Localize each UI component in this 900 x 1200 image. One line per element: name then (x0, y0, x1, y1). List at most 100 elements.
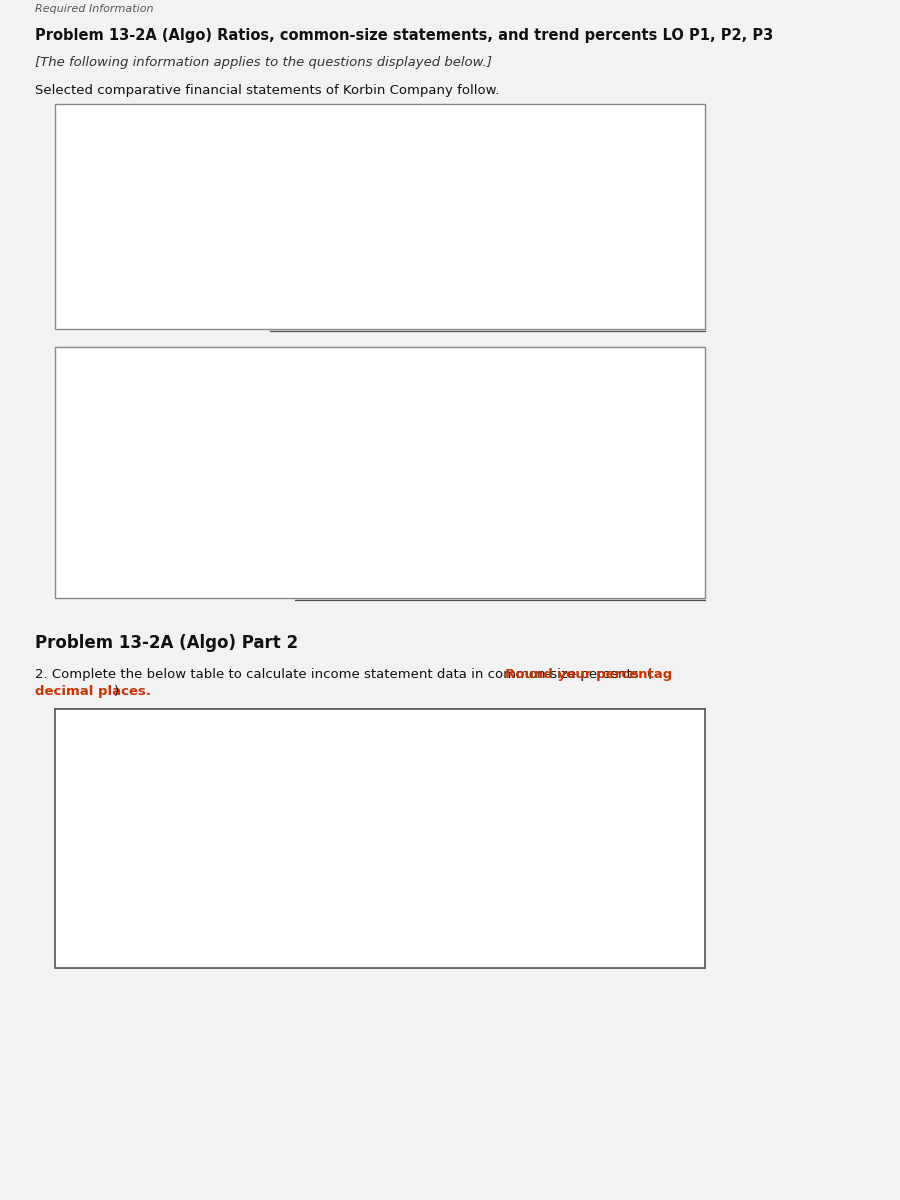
Bar (55, 514, 705, 530)
Text: Cost of goods sold: Cost of goods sold (63, 192, 184, 202)
Text: Retained earnings: Retained earnings (67, 566, 182, 577)
Bar (55, 496, 705, 514)
Bar (55, 547, 705, 564)
Bar (388, 842, 467, 863)
Text: Liabilities and Equity: Liabilities and Equity (63, 499, 211, 509)
Bar (55, 947, 230, 968)
Bar (546, 800, 625, 821)
Text: $ 37,199: $ 37,199 (473, 431, 527, 440)
Bar (546, 821, 625, 842)
Bar (546, 842, 625, 863)
Bar (310, 863, 388, 884)
Text: $ 23,418: $ 23,418 (337, 516, 391, 526)
Bar (388, 905, 467, 926)
Text: 212,324: 212,324 (464, 192, 511, 202)
Bar (310, 842, 388, 863)
Bar (55, 709, 705, 968)
Bar (310, 926, 388, 947)
Text: $ 110,391: $ 110,391 (607, 584, 667, 594)
Text: $ 338,635: $ 338,635 (457, 175, 518, 185)
Bar (55, 761, 705, 779)
Text: $ 19,853: $ 19,853 (473, 516, 527, 526)
Bar (55, 188, 705, 206)
Bar (55, 800, 705, 821)
Text: December 31: December 31 (343, 380, 417, 390)
Text: Gross profit: Gross profit (63, 209, 144, 218)
Text: %: % (691, 952, 702, 962)
Text: Total expenses: Total expenses (60, 888, 142, 898)
Bar (546, 779, 625, 800)
Text: Common stock: Common stock (67, 533, 148, 542)
Text: Net income: Net income (60, 950, 124, 961)
Text: 50,000: 50,000 (616, 533, 657, 542)
Text: 0: 0 (360, 448, 366, 458)
Bar (55, 779, 705, 800)
Bar (55, 863, 230, 884)
Bar (55, 947, 705, 968)
Bar (55, 709, 705, 761)
Text: 84,600: 84,600 (612, 209, 652, 218)
Text: $ 133,242: $ 133,242 (470, 482, 530, 492)
Text: 34,075: 34,075 (612, 277, 652, 287)
Bar (467, 779, 546, 800)
Bar (55, 257, 705, 274)
Text: 266,105: 266,105 (319, 192, 366, 202)
Bar (388, 863, 467, 884)
Text: Selling expenses: Selling expenses (63, 226, 171, 236)
Bar (230, 926, 310, 947)
Text: Round your percentag: Round your percentag (505, 668, 672, 680)
Bar (55, 347, 705, 395)
Bar (55, 290, 705, 308)
Text: Gross profit: Gross profit (60, 826, 124, 835)
Text: 95,143: 95,143 (480, 464, 520, 475)
Text: 2021: 2021 (292, 766, 327, 778)
Bar (388, 821, 467, 842)
Bar (55, 156, 705, 172)
Bar (55, 863, 705, 884)
Bar (55, 428, 705, 445)
Text: Total assets: Total assets (67, 482, 148, 492)
Text: 2020: 2020 (473, 158, 502, 172)
Bar (467, 842, 546, 863)
Text: 150,400: 150,400 (609, 192, 656, 202)
Bar (55, 206, 705, 223)
Bar (546, 947, 625, 968)
Bar (55, 842, 705, 863)
Text: 73,378: 73,378 (322, 277, 363, 287)
Text: 68,000: 68,000 (480, 533, 520, 542)
Text: $ 49,726: $ 49,726 (609, 431, 663, 440)
Text: $ 235,000: $ 235,000 (602, 175, 663, 185)
Text: %: % (533, 952, 544, 962)
Bar (55, 445, 705, 462)
Bar (55, 821, 230, 842)
Text: %: % (533, 784, 544, 794)
Text: Administrative expenses: Administrative expenses (60, 866, 197, 877)
Text: 900: 900 (490, 448, 510, 458)
Text: 6,917: 6,917 (616, 294, 650, 304)
Bar (310, 884, 388, 905)
Bar (388, 947, 467, 968)
Text: 2019: 2019 (618, 158, 647, 172)
Text: Long-term investments: Long-term investments (67, 448, 209, 458)
Bar (230, 842, 310, 863)
Bar (467, 800, 546, 821)
Bar (55, 312, 705, 329)
Text: 8,500: 8,500 (483, 550, 517, 560)
Text: 4,570: 4,570 (620, 448, 653, 458)
Bar (467, 863, 546, 884)
Bar (55, 462, 705, 479)
Bar (467, 905, 546, 926)
Text: Cost of goods sold: Cost of goods sold (60, 804, 162, 814)
Bar (388, 800, 467, 821)
Bar (467, 821, 546, 842)
Bar (626, 779, 705, 800)
Text: 56,095: 56,095 (616, 464, 657, 475)
Bar (310, 821, 388, 842)
Text: 29,800: 29,800 (467, 242, 508, 253)
Text: Selected comparative financial statements of Korbin Company follow.: Selected comparative financial statement… (35, 84, 500, 97)
Bar (230, 947, 310, 968)
Text: 10,205: 10,205 (467, 294, 508, 304)
Text: Common-Size Comparative Income Statements: Common-Size Comparative Income Statement… (224, 731, 536, 744)
Text: KORBIN COMPANY: KORBIN COMPANY (330, 354, 430, 367)
Bar (467, 947, 546, 968)
